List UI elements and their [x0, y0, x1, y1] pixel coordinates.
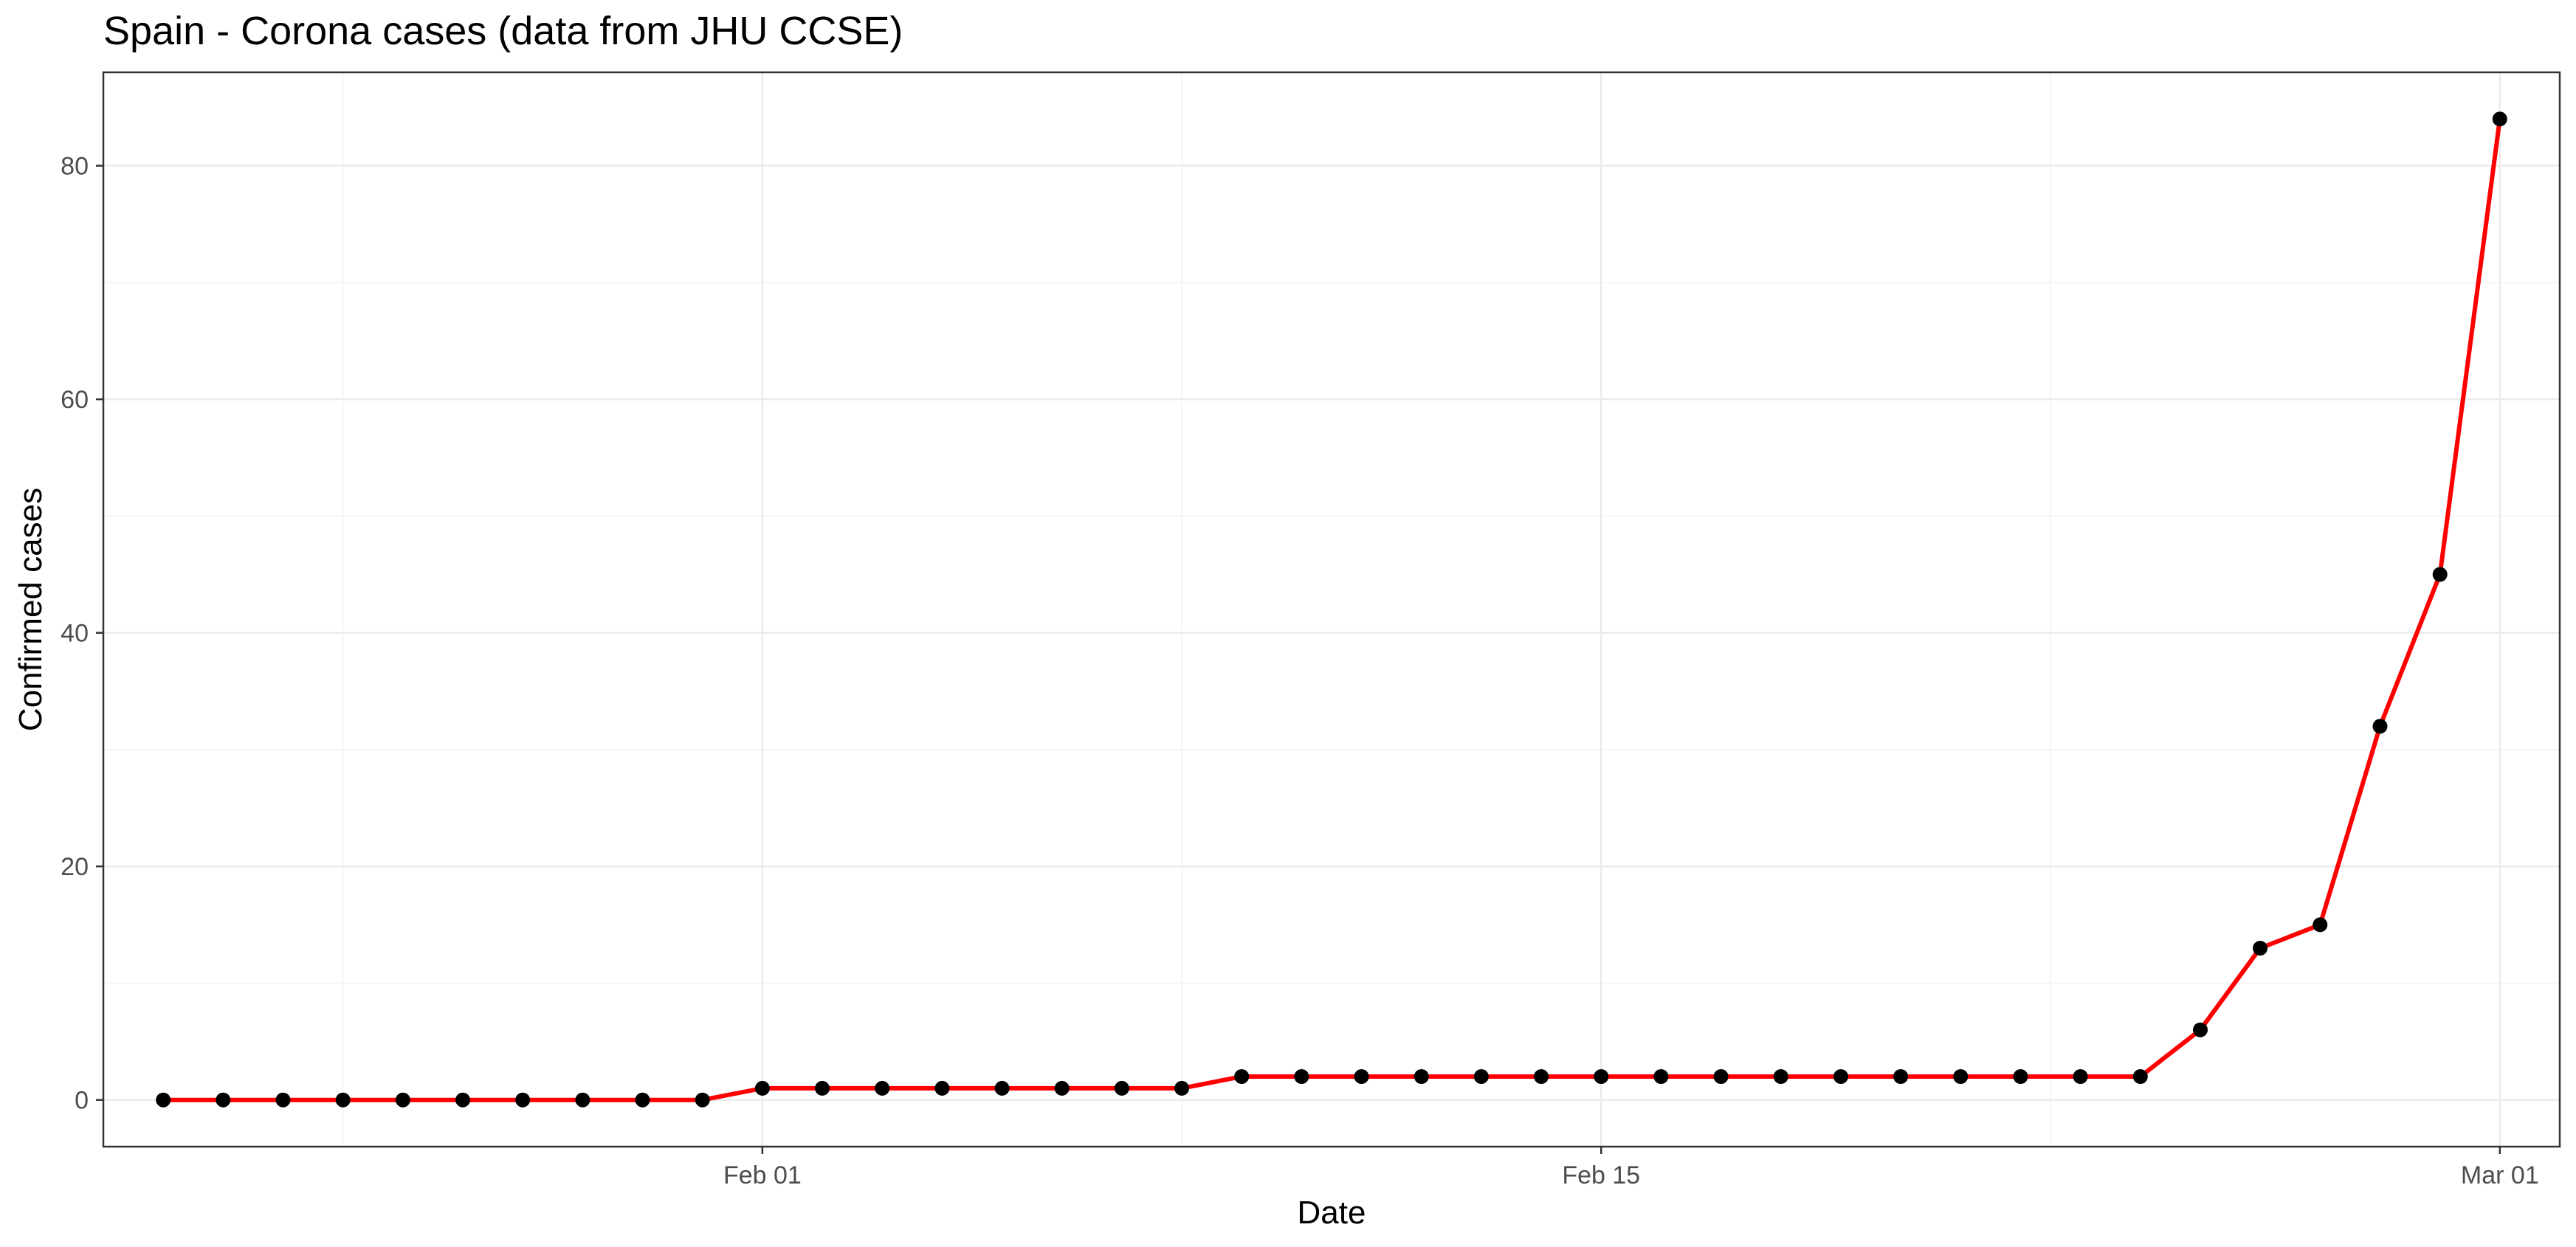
data-point [695, 1092, 710, 1108]
data-point [1773, 1069, 1788, 1084]
data-point [2492, 111, 2507, 127]
data-point [2013, 1069, 2028, 1084]
data-point [575, 1092, 590, 1108]
y-axis-title: Confirmed cases [13, 488, 49, 731]
data-point [875, 1080, 890, 1096]
data-point [455, 1092, 470, 1108]
data-point [2073, 1069, 2088, 1084]
data-point [1594, 1069, 1609, 1084]
data-point [635, 1092, 650, 1108]
data-point [2253, 941, 2268, 956]
data-point [1174, 1080, 1190, 1096]
y-axis: 0 20 40 60 80 [61, 153, 103, 1115]
data-point [395, 1092, 410, 1108]
data-point [1473, 1069, 1489, 1084]
y-tick-label: 80 [61, 153, 89, 181]
data-point [1294, 1069, 1309, 1084]
y-tick-label: 60 [61, 386, 89, 414]
data-point [1413, 1069, 1429, 1084]
data-point [1833, 1069, 1848, 1084]
x-axis: Feb 01 Feb 15 Mar 01 [723, 1147, 2539, 1189]
data-point [994, 1080, 1010, 1096]
x-tick-label: Mar 01 [2461, 1161, 2539, 1189]
data-point [934, 1080, 950, 1096]
data-point [1953, 1069, 1969, 1084]
data-point [1054, 1080, 1070, 1096]
data-point [2132, 1069, 2148, 1084]
data-point [2312, 917, 2328, 933]
data-point [2372, 719, 2388, 734]
x-tick-label: Feb 01 [723, 1161, 802, 1189]
series-line [161, 117, 2502, 1102]
data-point [1534, 1069, 1549, 1084]
data-point [815, 1080, 830, 1096]
data-point [1354, 1069, 1369, 1084]
x-axis-title: Date [1298, 1195, 1366, 1231]
y-tick-label: 40 [61, 620, 89, 648]
data-point [2432, 567, 2448, 582]
data-point [216, 1092, 231, 1108]
plot-border [102, 71, 2561, 1148]
data-point [335, 1092, 351, 1108]
data-point [156, 1092, 171, 1108]
data-point [2193, 1022, 2208, 1037]
data-point [1114, 1080, 1129, 1096]
x-tick-label: Feb 15 [1562, 1161, 1640, 1189]
y-tick-label: 0 [75, 1087, 89, 1115]
grid [103, 72, 2560, 1147]
data-point [1713, 1069, 1729, 1084]
chart-title: Spain - Corona cases (data from JHU CCSE… [103, 9, 903, 53]
data-point [1234, 1069, 1250, 1084]
y-tick-label: 20 [61, 853, 89, 881]
data-point [754, 1080, 770, 1096]
data-points [156, 111, 2507, 1108]
data-point [1653, 1069, 1669, 1084]
data-point [1893, 1069, 1909, 1084]
data-point [515, 1092, 531, 1108]
data-point [275, 1092, 291, 1108]
